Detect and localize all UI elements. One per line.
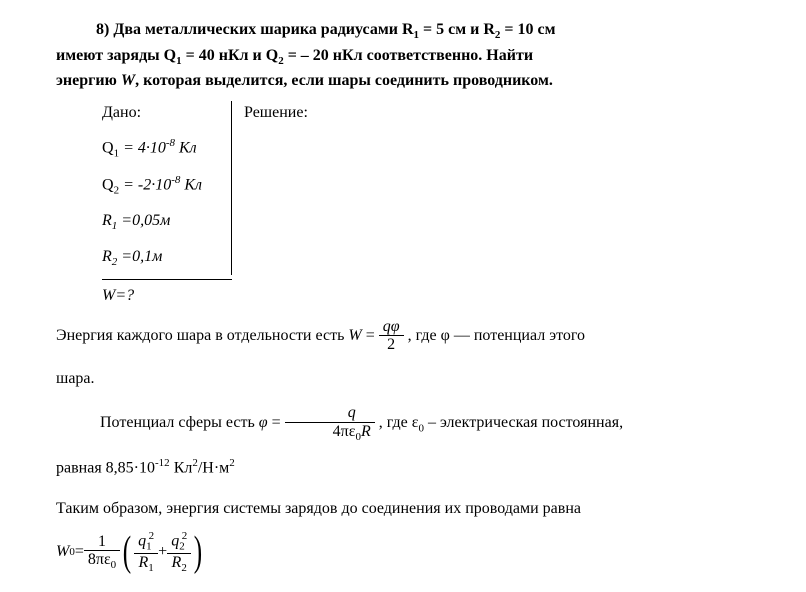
p2-phi: φ [259, 414, 268, 431]
p1-W: W [348, 327, 361, 344]
p2-den-b: R [361, 423, 371, 440]
para-1b: шара. [56, 364, 778, 394]
problem-statement: 8) Два металлических шарика радиусами R1… [56, 18, 778, 93]
given-r2: R2 =0,1м [102, 245, 223, 271]
p3-sup2b: 2 [229, 457, 235, 469]
q2-sym: Q [102, 177, 114, 194]
para-2: Потенциал сферы есть φ = q 4πε0R , где ε… [56, 404, 778, 443]
r2-eq: =0,1м [117, 248, 162, 265]
q2-exp: -8 [171, 174, 180, 186]
para-3: равная 8,85·10-12 Кл2/Н·м2 [56, 453, 778, 484]
stmt-line3b: , которая выделится, если шары соединить… [135, 72, 553, 89]
eq-q1-den-a: R [139, 554, 149, 571]
q1-eq: = 4·10 [119, 140, 166, 157]
para-1: Энергия каждого шара в отдельности есть … [56, 318, 778, 354]
given-r1: R1 =0,05м [102, 209, 223, 235]
ask-row: W=? [102, 284, 778, 308]
eq-q2-sub: 2 [179, 541, 185, 553]
p3-c: /Н·м [198, 460, 229, 477]
p3-b: Кл [170, 460, 193, 477]
given-q2: Q2 = -2·10-8 Кл [102, 172, 223, 199]
eq-q1-sup: 2 [149, 530, 155, 542]
eq-q2-den: R2 [167, 554, 191, 574]
p1-den: 2 [379, 336, 404, 354]
given-title: Дано: [102, 101, 223, 125]
eq-f1-den-a: 8πε [88, 551, 111, 568]
solution-column: Решение: [232, 101, 308, 125]
para-4: Таким образом, энергия системы зарядов д… [56, 494, 778, 524]
given-separator [102, 279, 232, 280]
eq-f1-num: 1 [84, 533, 120, 552]
solution-title: Решение: [244, 101, 308, 125]
p3-a: равная 8,85·10 [56, 460, 155, 477]
eq-plus: + [158, 540, 167, 564]
eq-f1-den: 8πε0 [84, 551, 120, 571]
frac-1-8pe0: 1 8πε0 [84, 533, 120, 572]
eq-q2-num: q22 [167, 530, 191, 554]
eq-q1-a: q [138, 533, 146, 550]
eq-eq: = [75, 540, 84, 564]
r1-eq: =0,05м [117, 212, 170, 229]
p2-eq: = [268, 414, 285, 431]
p2-c: – электрическая постоянная, [424, 414, 623, 431]
eq-W0: W [56, 540, 69, 564]
p2-den: 4πε0R [285, 423, 375, 443]
eq-q2-a: q [171, 533, 179, 550]
p1-num: qφ [379, 318, 404, 337]
given-column: Дано: Q1 = 4·10-8 Кл Q2 = -2·10-8 Кл R1 … [102, 101, 232, 274]
p2-b: , где ε [379, 414, 419, 431]
frac-q2sq-R2: q22 R2 [167, 530, 191, 574]
p2-num: q [285, 404, 375, 423]
stmt-line1: 8) Два металлических шарика радиусами R [96, 21, 414, 38]
stmt-line2a: имеют заряды Q [56, 47, 176, 64]
given-q1: Q1 = 4·10-8 Кл [102, 135, 223, 162]
eq-q2-sup: 2 [182, 530, 188, 542]
eq-q2-den-a: R [172, 554, 182, 571]
eq-q1-den: R1 [134, 554, 158, 574]
stmt-line2b: = – 20 нКл соответственно. Найти [284, 47, 533, 64]
p2-a: Потенциал сферы есть [100, 414, 259, 431]
equation-W0: W0 = 1 8πε0 ( q12 R1 + q22 R2 ) [56, 530, 778, 574]
r2-sym: R [102, 248, 112, 265]
q1-exp: -8 [166, 137, 175, 149]
p3-exp: -12 [155, 457, 170, 469]
p2-den-a: 4πε [333, 423, 356, 440]
eq-q2-den-sub: 2 [181, 562, 187, 574]
r1-val: = 5 см и R [419, 21, 495, 38]
line1-end: = 10 см [500, 21, 555, 38]
q2-unit: Кл [180, 177, 202, 194]
stmt-line3a: энергию [56, 72, 121, 89]
eq-q1-den-sub: 1 [148, 562, 154, 574]
paren-left: ( [123, 531, 131, 573]
given-solution-block: Дано: Q1 = 4·10-8 Кл Q2 = -2·10-8 Кл R1 … [102, 101, 778, 274]
paren-right: ) [194, 531, 202, 573]
p1-eq: = [362, 327, 379, 344]
eq-f1-den-sub: 0 [111, 560, 117, 572]
q1-val: = 40 нКл и Q [182, 47, 279, 64]
r1-sym: R [102, 212, 112, 229]
frac-qphi-2: qφ 2 [379, 318, 404, 354]
w-var: W [121, 72, 135, 89]
p1-b: , где φ — потенциал этого [408, 327, 585, 344]
p1-a: Энергия каждого шара в отдельности есть [56, 327, 348, 344]
eq-q1-num: q12 [134, 530, 158, 554]
q1-unit: Кл [175, 140, 197, 157]
frac-q1sq-R1: q12 R1 [134, 530, 158, 574]
q2-eq: = -2·10 [119, 177, 171, 194]
eq-q1-sub: 1 [146, 541, 152, 553]
frac-q-4peR: q 4πε0R [285, 404, 375, 443]
q1-sym: Q [102, 140, 114, 157]
